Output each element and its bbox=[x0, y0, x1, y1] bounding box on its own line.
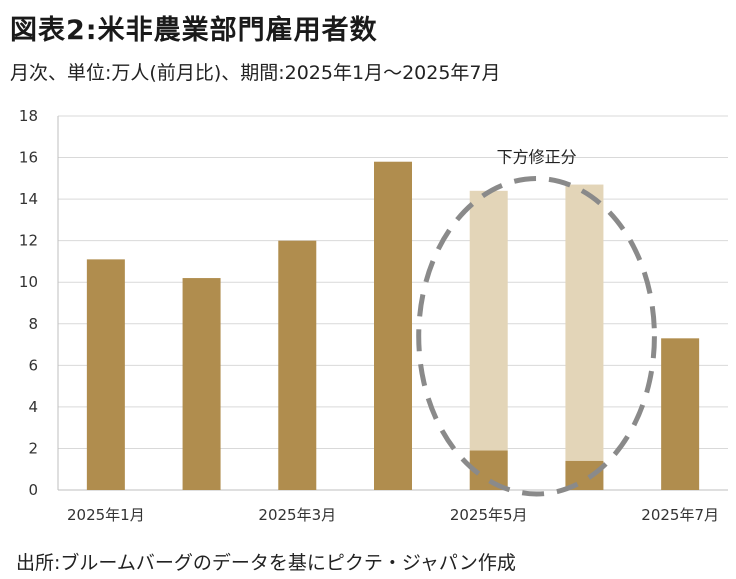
x-tick-label: 2025年3月 bbox=[258, 506, 336, 524]
bar bbox=[182, 278, 221, 490]
x-tick-label: 2025年7月 bbox=[641, 506, 719, 524]
bar-revision bbox=[469, 190, 508, 451]
x-tick-label: 2025年1月 bbox=[67, 506, 145, 524]
chart-subtitle: 月次、単位:万人(前月比)、期間:2025年1月〜2025年7月 bbox=[10, 62, 501, 84]
x-tick-label: 2025年5月 bbox=[450, 506, 528, 524]
y-tick-label: 18 bbox=[19, 107, 38, 125]
y-tick-label: 4 bbox=[28, 398, 38, 416]
chart-title: 図表2:米非農業部門雇用者数 bbox=[10, 15, 378, 46]
y-tick-label: 6 bbox=[28, 356, 38, 374]
revision-annotation-label: 下方修正分 bbox=[497, 147, 577, 166]
y-tick-label: 16 bbox=[19, 149, 38, 167]
y-tick-label: 0 bbox=[28, 481, 38, 499]
revision-ellipse bbox=[416, 175, 657, 497]
source-note: 出所:ブルームバーグのデータを基にピクテ・ジャパン作成 bbox=[16, 552, 516, 574]
bar bbox=[278, 240, 317, 490]
y-tick-label: 10 bbox=[19, 273, 38, 291]
bar bbox=[86, 259, 125, 490]
y-tick-label: 8 bbox=[28, 315, 38, 333]
bar bbox=[374, 161, 412, 490]
y-tick-label: 14 bbox=[19, 190, 38, 208]
bar-revision bbox=[565, 184, 604, 461]
bar bbox=[661, 338, 700, 490]
y-tick-label: 12 bbox=[19, 232, 38, 250]
y-tick-label: 2 bbox=[28, 439, 38, 457]
